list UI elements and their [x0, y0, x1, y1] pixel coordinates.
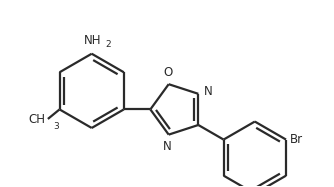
Text: CH: CH [29, 113, 46, 126]
Text: 2: 2 [105, 40, 111, 49]
Text: 3: 3 [53, 122, 59, 131]
Text: N: N [163, 140, 172, 153]
Text: NH: NH [84, 34, 102, 47]
Text: O: O [163, 66, 172, 79]
Text: N: N [204, 85, 212, 98]
Text: Br: Br [290, 133, 303, 146]
